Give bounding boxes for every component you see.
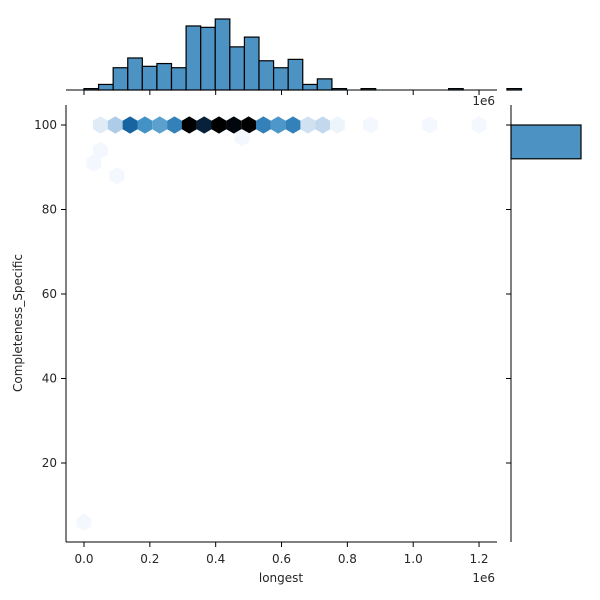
- hexbin-cell: [76, 513, 92, 531]
- top-offset-label: 1e6: [472, 94, 495, 108]
- top-marginal-ticks: [83, 90, 480, 95]
- x-axis-label: longest: [259, 571, 304, 585]
- hexbin-layer: [76, 116, 487, 531]
- x-tick-label: 0.8: [338, 552, 357, 566]
- top-histogram-bar: [243, 36, 260, 91]
- hexbin-cell: [285, 116, 301, 134]
- hexbin-cell: [363, 116, 378, 134]
- top-histogram-bar: [97, 83, 114, 91]
- hexbin-cell: [181, 116, 197, 134]
- x-tick-label: 0.6: [272, 552, 291, 566]
- top-histogram-bar: [200, 26, 216, 91]
- top-histogram-bar: [156, 62, 173, 91]
- right-histogram-bars: [510, 124, 582, 160]
- hexbin-cell: [107, 116, 123, 134]
- y-tick-label: 40: [42, 372, 57, 386]
- top-histogram-bar: [214, 18, 231, 91]
- top-histogram-bar: [229, 46, 246, 91]
- hexbin-cell: [86, 154, 102, 172]
- right-histogram-bar: [510, 124, 582, 160]
- y-tick-label: 100: [34, 118, 57, 132]
- y-axis-label: Completeness_Specific: [11, 254, 25, 392]
- hexbin-cell: [330, 116, 345, 134]
- x-tick-label: 0.4: [206, 552, 225, 566]
- main-axes: 0.0 0.2 0.4 0.6 0.8 1.0 1.2 20 40 60 80 100 longes…: [11, 105, 497, 585]
- hexbin-cell: [471, 116, 487, 134]
- hexbin-cell: [226, 116, 242, 134]
- y-tick-label: 80: [42, 203, 57, 217]
- top-histogram-bar: [112, 67, 129, 91]
- top-histogram-bar: [272, 67, 289, 91]
- top-histogram-bar: [258, 60, 275, 91]
- hexbin-cell: [241, 116, 256, 134]
- y-tick-label: 60: [42, 287, 57, 301]
- hexbin-cell: [211, 116, 227, 134]
- hexbin-cell: [93, 141, 108, 159]
- top-marginal-histogram: 1e6: [66, 18, 523, 108]
- hexbin-cell: [122, 116, 138, 134]
- hexbin-cell: [93, 116, 108, 134]
- hexbin-cell: [196, 116, 212, 134]
- top-histogram-bar: [185, 25, 202, 91]
- right-marginal-ticks: [506, 124, 511, 464]
- y-ticks: 20 40 60 80 100: [34, 118, 66, 470]
- x-ticks: 0.0 0.2 0.4 0.6 0.8 1.0 1.2: [74, 542, 489, 566]
- top-histogram-bar: [506, 88, 523, 91]
- y-tick-label: 20: [42, 456, 57, 470]
- x-tick-label: 0.2: [140, 552, 159, 566]
- x-offset-label: 1e6: [472, 571, 495, 585]
- top-histogram-bar: [287, 58, 304, 91]
- hexbin-cell: [234, 129, 250, 147]
- hexbin-cell: [422, 116, 438, 134]
- hexbin-cell: [137, 116, 153, 134]
- x-tick-label: 1.0: [404, 552, 423, 566]
- top-histogram-bar: [170, 67, 187, 91]
- hexbin-cell: [109, 167, 125, 185]
- hexbin-cell: [167, 116, 182, 134]
- hexbin-cell: [256, 116, 271, 134]
- hexbin-cell: [152, 116, 168, 134]
- hexbin-cell: [315, 116, 331, 134]
- top-histogram-bar: [141, 65, 158, 91]
- top-histogram-bar: [127, 57, 143, 91]
- x-tick-label: 0.0: [74, 552, 93, 566]
- x-tick-label: 1.2: [469, 552, 488, 566]
- hexbin-cell: [270, 116, 286, 134]
- right-marginal-histogram: [506, 105, 582, 542]
- top-histogram-bar: [316, 78, 333, 91]
- top-histogram-bar: [302, 83, 318, 91]
- hexbin-cell: [300, 116, 316, 134]
- top-histogram-bars: [83, 18, 523, 91]
